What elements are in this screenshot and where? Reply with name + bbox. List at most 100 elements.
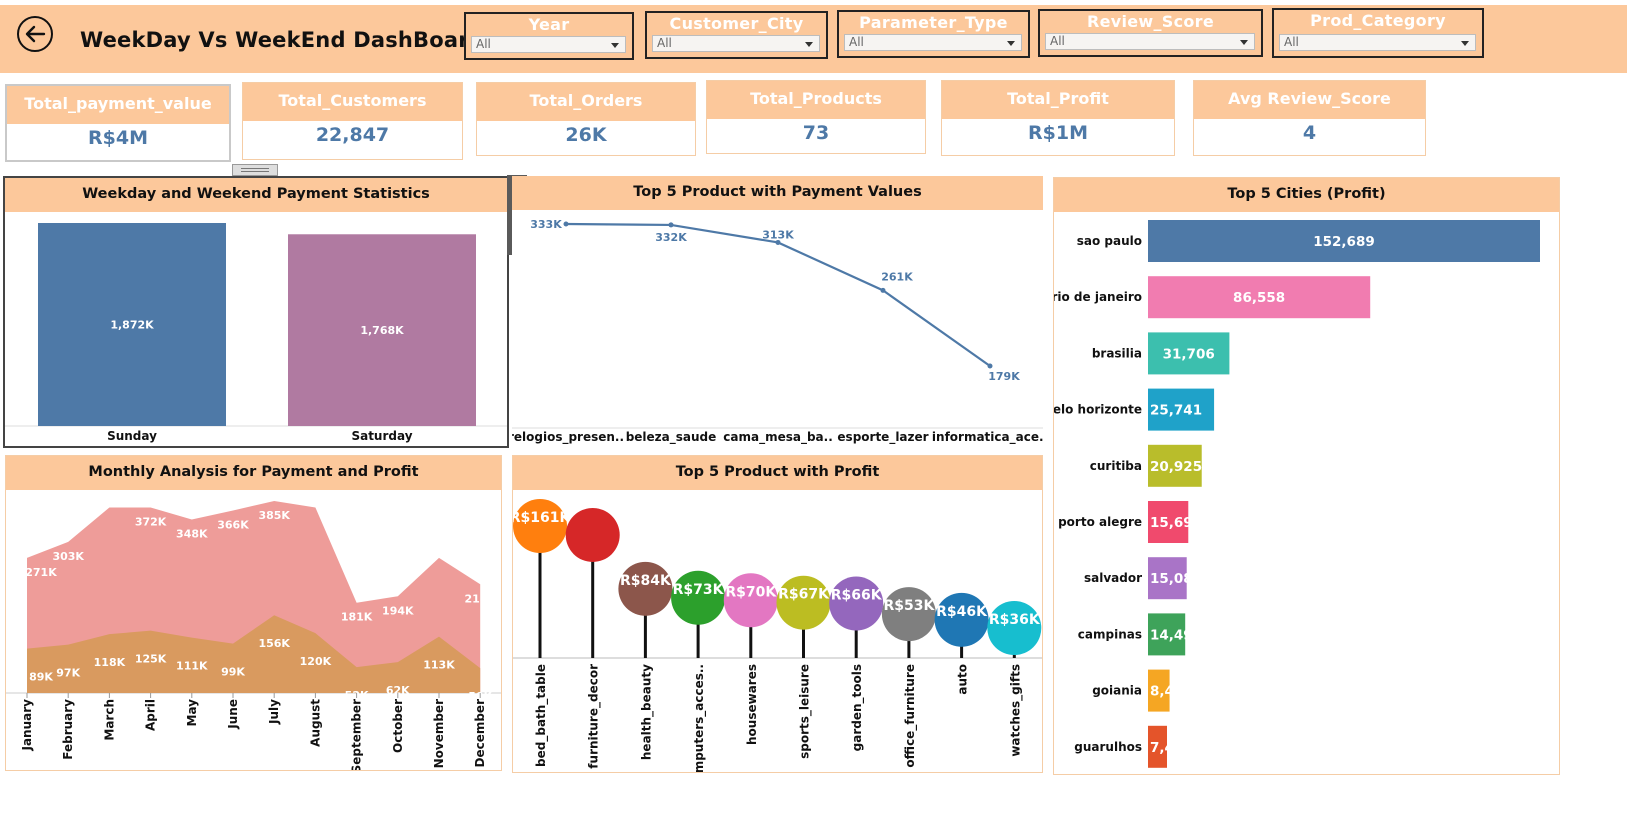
x-tick-label: January: [20, 699, 34, 752]
lollipop-head: [776, 575, 831, 630]
panel-top5-product-profit: Top 5 Product with Profit R$161K bed_bath…: [512, 455, 1043, 773]
kpi-label: Total_Profit: [942, 81, 1174, 119]
x-tick-label: Sunday: [107, 429, 157, 443]
data-point: [563, 221, 569, 227]
y-tick-label: guarulhos: [1074, 740, 1142, 754]
data-label: 8,4: [1150, 684, 1174, 700]
data-label: 31,706: [1163, 346, 1215, 362]
kpi-label: Total_Products: [707, 81, 925, 119]
data-label: 62K: [386, 684, 410, 697]
lollipop-head: [618, 561, 673, 616]
y-tick-label: goiania: [1092, 684, 1142, 698]
data-label: 86,558: [1233, 290, 1285, 306]
data-label: 271K: [25, 566, 57, 579]
filter-dropdown[interactable]: All: [1279, 34, 1476, 51]
kpi-value: 73: [802, 122, 830, 144]
data-label: 152,689: [1313, 234, 1375, 250]
x-tick-label: June: [226, 699, 240, 730]
filter-dropdown[interactable]: All: [652, 35, 820, 52]
filter-dropdown[interactable]: All: [471, 36, 626, 53]
data-label: 120K: [300, 655, 332, 668]
filter-parameter-type[interactable]: Parameter_Type All: [837, 10, 1030, 58]
filter-label: Parameter_Type: [859, 13, 1008, 32]
bar: [1148, 444, 1202, 487]
x-tick-label: beleza_saude: [626, 430, 717, 445]
filter-customer-city[interactable]: Customer_City All: [645, 11, 828, 59]
lollipop-head: [934, 592, 989, 647]
bar: [1148, 332, 1230, 375]
top5-payment-line-chart: 333K relogios_presen.. 332K beleza_saude 313…: [512, 218, 1043, 445]
data-point: [880, 287, 886, 293]
y-tick-label: porto alegre: [1058, 515, 1142, 529]
x-tick-label: December: [473, 699, 487, 768]
y-tick-label: belo horizonte: [1054, 403, 1142, 417]
data-label: 125K: [135, 653, 167, 666]
filter-year[interactable]: Year All: [464, 12, 634, 60]
filter-label: Review_Score: [1086, 12, 1215, 31]
y-tick-label: campinas: [1078, 627, 1142, 641]
data-label: R$67K: [778, 587, 830, 603]
filter-dropdown[interactable]: All: [1045, 33, 1255, 50]
filter-prod-category[interactable]: Prod_Category All: [1272, 8, 1484, 58]
chevron-down-icon: [1461, 41, 1469, 46]
x-tick-label: February: [61, 699, 75, 760]
y-tick-label: sao paulo: [1077, 234, 1142, 248]
data-label: R$66K: [831, 588, 883, 604]
x-tick-label: October: [391, 699, 405, 753]
bar: [1148, 557, 1187, 600]
x-tick-label: garden_tools: [850, 664, 865, 751]
data-label: 25,741: [1150, 403, 1202, 419]
chart-title: Weekday and Weekend Payment Statistics: [5, 178, 507, 212]
back-button[interactable]: [17, 16, 53, 52]
kpi-value: 4: [1302, 122, 1317, 144]
panel-monthly-analysis: Monthly Analysis for Payment and Profit …: [5, 455, 502, 771]
kpi-total-customers[interactable]: Total_Customers 22,847: [242, 82, 463, 160]
data-label: 15,08: [1150, 571, 1193, 587]
kpi-label: Avg Review_Score: [1194, 81, 1425, 119]
bar: [1148, 388, 1215, 431]
kpi-avg-review-score[interactable]: Avg Review_Score 4: [1193, 80, 1426, 156]
filter-label: Prod_Category: [1310, 11, 1446, 30]
y-tick-label: brasilia: [1092, 346, 1142, 360]
data-label: 1,872K: [110, 319, 154, 332]
weekday-weekend-bar-chart: 1,872K Sunday 1,768K Saturday: [5, 223, 507, 443]
kpi-value: 26K: [565, 124, 607, 146]
filter-dropdown[interactable]: All: [844, 34, 1022, 51]
data-label: 89K: [29, 671, 53, 684]
x-tick-label: esporte_lazer: [837, 430, 928, 445]
x-tick-label: August: [308, 699, 322, 747]
arrow-left-icon: [25, 25, 46, 43]
data-label: 14,49: [1150, 627, 1193, 643]
data-point: [668, 222, 674, 228]
grip-line: [241, 171, 269, 172]
data-label: 313K: [762, 228, 794, 241]
kpi-total-payment-value[interactable]: Total_payment_value R$4M: [5, 84, 231, 162]
x-tick-label: housewares: [745, 664, 759, 745]
panel-drag-handle[interactable]: [232, 164, 278, 176]
kpi-total-profit[interactable]: Total_Profit R$1M: [941, 80, 1175, 156]
lollipop-head: [987, 601, 1042, 655]
x-tick-label: office_furniture: [903, 664, 918, 768]
data-label: 385K: [258, 509, 290, 522]
data-label: 348K: [176, 527, 208, 540]
x-tick-label: informatica_ace..: [932, 430, 1043, 445]
cities-profit-bar-chart: sao paulo 152,689 rio de janeiro 86,558 bras…: [1054, 220, 1540, 768]
panel-weekday-weekend-payment[interactable]: Weekday and Weekend Payment Statistics 1…: [3, 176, 509, 448]
filter-value: All: [1050, 34, 1065, 48]
data-label: R$73K: [673, 582, 725, 598]
x-tick-label: bed_bath_table: [534, 664, 549, 767]
kpi-total-products[interactable]: Total_Products 73: [706, 80, 926, 154]
bar: [1148, 613, 1186, 656]
kpi-total-orders[interactable]: Total_Orders 26K: [476, 82, 696, 156]
kpi-label: Total_Customers: [243, 83, 462, 121]
data-label: 366K: [217, 518, 249, 531]
data-label: R$36K: [989, 612, 1041, 628]
x-tick-label: September: [350, 699, 364, 770]
bar: [1148, 220, 1540, 262]
x-tick-label: furniture_decor: [587, 664, 602, 769]
area-series: [27, 615, 481, 693]
filter-review-score[interactable]: Review_Score All: [1038, 9, 1263, 57]
data-label: 218K: [464, 592, 496, 605]
x-tick-label: March: [102, 699, 116, 741]
